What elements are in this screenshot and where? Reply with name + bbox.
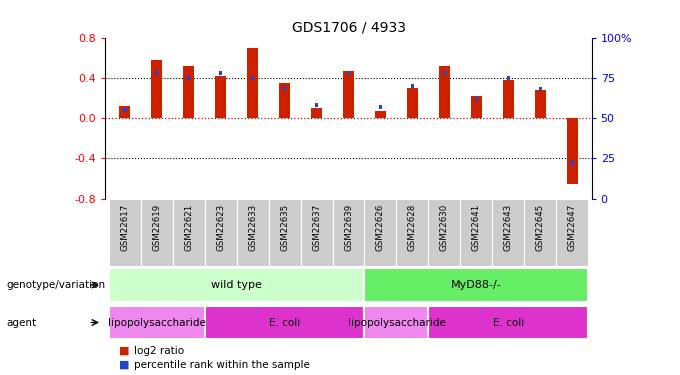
Bar — [503, 80, 514, 118]
Bar — [251, 76, 254, 80]
Title: GDS1706 / 4933: GDS1706 / 4933 — [292, 21, 405, 35]
Text: GSM22623: GSM22623 — [216, 204, 225, 251]
Bar — [539, 87, 543, 91]
Bar — [301, 199, 333, 266]
Bar — [141, 199, 173, 266]
Text: ■: ■ — [119, 360, 133, 369]
Text: log2 ratio: log2 ratio — [134, 346, 184, 355]
Bar — [396, 199, 428, 266]
Bar — [443, 71, 446, 75]
Text: wild type: wild type — [211, 280, 262, 290]
Bar — [343, 71, 354, 118]
Text: GSM22633: GSM22633 — [248, 204, 257, 251]
Bar — [492, 199, 524, 266]
Text: GSM22641: GSM22641 — [472, 204, 481, 251]
Bar — [315, 103, 318, 107]
Bar — [439, 66, 450, 118]
Bar — [183, 66, 194, 118]
Bar — [151, 60, 162, 118]
Text: GSM22647: GSM22647 — [568, 204, 577, 251]
Bar — [428, 199, 460, 266]
Bar — [311, 108, 322, 118]
Text: GSM22630: GSM22630 — [440, 204, 449, 251]
Text: E. coli: E. coli — [493, 318, 524, 327]
Text: GSM22628: GSM22628 — [408, 204, 417, 251]
Bar — [411, 84, 414, 88]
Bar — [379, 105, 382, 109]
Bar — [567, 118, 578, 184]
Text: agent: agent — [7, 318, 37, 327]
Text: GSM22639: GSM22639 — [344, 204, 353, 251]
Bar — [109, 199, 141, 266]
Bar — [524, 199, 556, 266]
Bar — [205, 306, 364, 339]
Bar — [375, 111, 386, 118]
Bar — [571, 161, 575, 165]
Text: lipopolysaccharide: lipopolysaccharide — [107, 318, 205, 327]
Bar — [247, 48, 258, 118]
Text: GSM22645: GSM22645 — [536, 204, 545, 251]
Bar — [333, 199, 364, 266]
Bar — [237, 199, 269, 266]
Bar — [122, 108, 126, 112]
Bar — [173, 199, 205, 266]
Bar — [364, 268, 588, 302]
Text: genotype/variation: genotype/variation — [7, 280, 106, 290]
Bar — [219, 71, 222, 75]
Bar — [347, 71, 350, 75]
Bar — [556, 199, 588, 266]
Text: GSM22626: GSM22626 — [376, 204, 385, 251]
Bar — [507, 76, 511, 80]
Bar — [205, 199, 237, 266]
Bar — [535, 90, 546, 118]
Text: percentile rank within the sample: percentile rank within the sample — [134, 360, 310, 369]
Text: GSM22643: GSM22643 — [504, 204, 513, 251]
Bar — [428, 306, 588, 339]
Text: lipopolysaccharide: lipopolysaccharide — [347, 318, 445, 327]
Bar — [269, 199, 301, 266]
Bar — [119, 106, 130, 118]
Bar — [283, 87, 286, 91]
Text: GSM22635: GSM22635 — [280, 204, 289, 251]
Bar — [154, 71, 158, 75]
Bar — [364, 306, 428, 339]
Bar — [407, 88, 418, 118]
Bar — [460, 199, 492, 266]
Bar — [475, 97, 478, 101]
Text: GSM22621: GSM22621 — [184, 204, 193, 251]
Bar — [109, 268, 364, 302]
Text: GSM22619: GSM22619 — [152, 204, 161, 251]
Text: GSM22617: GSM22617 — [120, 204, 129, 251]
Bar — [471, 96, 482, 118]
Bar — [215, 76, 226, 118]
Bar — [279, 83, 290, 118]
Bar — [109, 306, 205, 339]
Bar — [186, 76, 190, 80]
Bar — [364, 199, 396, 266]
Text: ■: ■ — [119, 346, 133, 355]
Text: E. coli: E. coli — [269, 318, 300, 327]
Text: MyD88-/-: MyD88-/- — [451, 280, 502, 290]
Text: GSM22637: GSM22637 — [312, 204, 321, 251]
